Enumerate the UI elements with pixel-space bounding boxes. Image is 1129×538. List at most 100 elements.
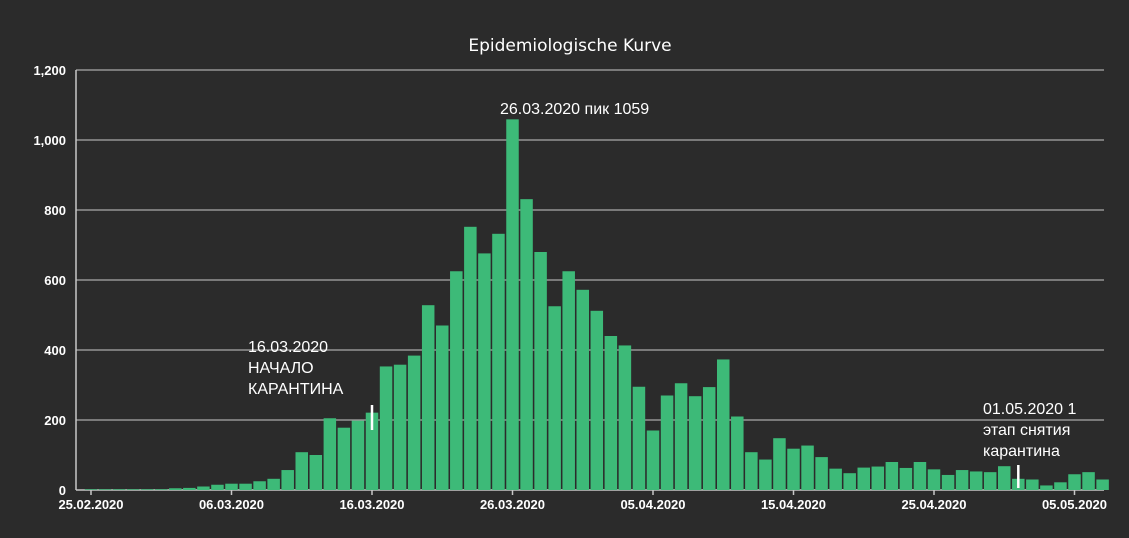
bar — [899, 467, 913, 490]
bar — [140, 489, 154, 490]
bar — [421, 305, 435, 490]
bar — [745, 452, 758, 490]
x-tick-label: 26.03.2020 — [480, 497, 545, 512]
annotations: 16.03.2020 НАЧАЛО КАРАНТИНА 26.03.2020 пик … — [248, 101, 1077, 488]
bar — [183, 487, 196, 490]
bar — [464, 226, 477, 491]
bars — [84, 119, 1109, 491]
bar — [548, 306, 561, 490]
bar — [295, 452, 308, 490]
bar — [407, 355, 421, 490]
bar — [126, 489, 140, 490]
bar — [520, 199, 533, 490]
y-tick-label: 200 — [44, 413, 66, 428]
x-axis-ticks: 25.02.2020 06.03.2020 16.03.2020 26.03.2020… — [58, 490, 1107, 512]
bar — [478, 253, 491, 490]
bar — [646, 430, 660, 490]
annotation-quarantine-lift: 01.05.2020 1 этап снятия карантина — [983, 401, 1077, 488]
bar — [337, 427, 351, 490]
annotation-line: этап снятия — [983, 422, 1070, 439]
bar — [801, 445, 814, 490]
x-tick-label: 05.05.2020 — [1042, 497, 1107, 512]
y-tick-label: 1,200 — [33, 63, 66, 78]
bar — [1068, 474, 1081, 490]
bar — [534, 252, 547, 490]
bar — [1054, 482, 1067, 490]
annotation-line: 26.03.2020 пик 1059 — [500, 101, 649, 118]
bar — [927, 469, 941, 490]
bar — [618, 345, 632, 490]
annotation-line: 01.05.2020 1 — [983, 401, 1077, 418]
annotation-line: КАРАНТИНА — [248, 381, 344, 398]
annotation-text: 01.05.2020 1 этап снятия карантина — [983, 401, 1077, 460]
bar — [871, 466, 885, 490]
bar — [702, 387, 716, 490]
grid-lines — [75, 69, 1104, 491]
bar — [450, 271, 463, 490]
chart-title: Epidemiologische Kurve — [468, 36, 671, 56]
bar — [225, 483, 238, 490]
bar — [787, 448, 800, 490]
x-tick-label: 06.03.2020 — [199, 497, 264, 512]
x-tick-label: 15.04.2020 — [761, 497, 826, 512]
bar — [604, 336, 618, 490]
y-axis-ticks: 0 200 400 600 800 1,000 1,200 — [33, 63, 66, 498]
bar — [267, 478, 280, 490]
bar — [632, 386, 646, 490]
y-tick-label: 0 — [59, 483, 66, 498]
bar — [211, 484, 224, 490]
bar — [365, 412, 379, 490]
annotation-line: НАЧАЛО — [248, 360, 314, 377]
bar — [393, 364, 407, 490]
bar — [112, 489, 126, 490]
bar — [969, 471, 983, 490]
bar — [323, 418, 337, 490]
bar — [197, 486, 210, 490]
y-tick-label: 400 — [44, 343, 66, 358]
bar — [492, 233, 505, 491]
bar — [98, 489, 112, 490]
bar — [169, 488, 182, 490]
annotation-quarantine-start: 16.03.2020 НАЧАЛО КАРАНТИНА — [248, 339, 374, 430]
bar — [562, 271, 575, 490]
annotation-text: 26.03.2020 пик 1059 — [500, 101, 649, 118]
bar — [688, 396, 702, 490]
y-tick-label: 600 — [44, 273, 66, 288]
annotation-line: 16.03.2020 — [248, 339, 328, 356]
annotation-line: карантина — [983, 443, 1060, 460]
bar — [1026, 479, 1039, 490]
bar — [913, 462, 927, 490]
bar — [815, 457, 828, 490]
bar — [253, 481, 266, 490]
bar — [309, 455, 323, 490]
bar — [955, 470, 969, 490]
bar — [239, 483, 252, 490]
y-tick-label: 1,000 — [33, 133, 66, 148]
bar — [829, 468, 842, 490]
bar — [941, 474, 955, 490]
bar — [773, 438, 786, 490]
x-tick-label: 25.02.2020 — [58, 497, 123, 512]
bar — [281, 470, 294, 490]
bar — [379, 366, 393, 490]
bar — [506, 119, 519, 490]
bar — [885, 462, 899, 490]
bar — [576, 289, 589, 490]
annotation-peak: 26.03.2020 пик 1059 — [500, 101, 649, 118]
annotation-text: 16.03.2020 НАЧАЛО КАРАНТИНА — [248, 339, 344, 398]
bar — [1040, 485, 1053, 490]
bar — [717, 359, 730, 490]
y-tick-label: 800 — [44, 203, 66, 218]
bar — [759, 459, 772, 490]
bar — [660, 395, 674, 490]
bar — [998, 466, 1011, 490]
x-tick-label: 16.03.2020 — [339, 497, 404, 512]
bar — [155, 489, 168, 490]
bar — [731, 416, 744, 490]
x-tick-label: 25.04.2020 — [901, 497, 966, 512]
bar — [983, 472, 997, 490]
bar — [351, 420, 365, 490]
bar — [1082, 472, 1095, 490]
bar — [674, 383, 688, 490]
